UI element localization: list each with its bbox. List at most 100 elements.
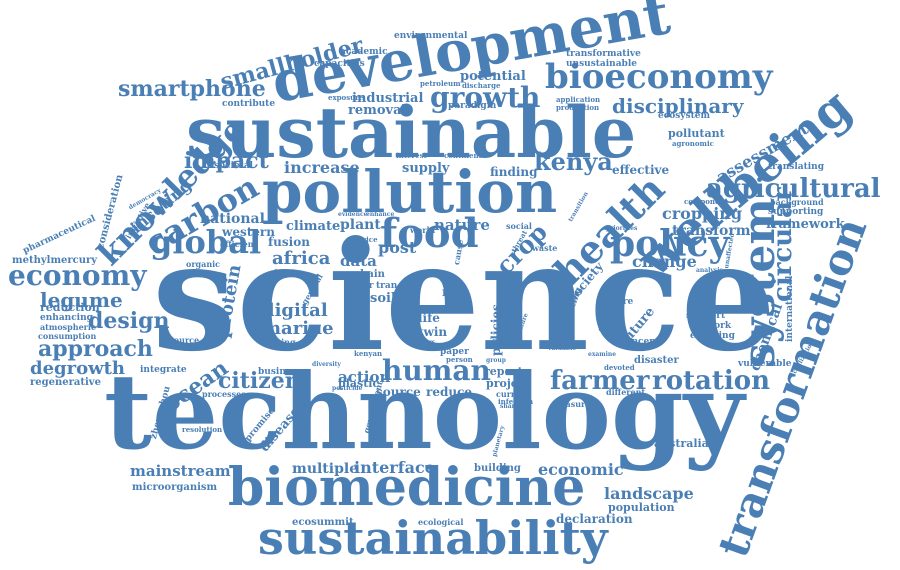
word-economic: economic (538, 462, 624, 478)
word-contribute: contribute (222, 100, 275, 109)
word-approach: approach (38, 338, 153, 360)
word-finding: finding (490, 166, 538, 178)
word-microorganism: microorganism (132, 483, 217, 493)
word-framework: framework (766, 218, 845, 231)
word-africa: africa (272, 250, 330, 268)
word-cropping: cropping (662, 206, 742, 222)
word-concept: concept (620, 338, 660, 347)
word-enhance: enhance (366, 212, 394, 218)
word-ecological: ecological (418, 518, 463, 526)
word-climate: climate (286, 220, 340, 233)
word-declaration: declaration (556, 513, 633, 525)
word-different: different (606, 388, 645, 396)
word-change: change (632, 254, 697, 270)
word-degrowth: degrowth (30, 360, 125, 378)
word-reduce: reduce (426, 386, 472, 398)
word-waste: waste (532, 244, 557, 252)
word-mainstream: mainstream (130, 464, 231, 479)
word-diversity: diversity (312, 362, 341, 368)
word-multiple: multiple (292, 462, 358, 476)
word-post: post (378, 240, 416, 256)
word-person: person (446, 356, 473, 363)
word-chain: chain (354, 270, 385, 280)
word-analysis: analysis (696, 268, 723, 274)
word-supporting: supporting (768, 208, 823, 217)
word-regenerative: regenerative (30, 378, 101, 388)
word-existing: existing (260, 338, 296, 346)
word-examine: examine (588, 352, 616, 358)
word-continent: continent (444, 152, 482, 159)
word-agronomic: agronomic (672, 140, 714, 147)
word-kenya: kenya (534, 150, 613, 174)
word-resource: resource (160, 336, 199, 344)
word-measure: measure (552, 400, 590, 408)
word-priorities: priorities (606, 226, 637, 232)
word-unsustainable: unsustainable (566, 60, 637, 69)
word-share: share (500, 404, 519, 410)
word-transformative: transformative (566, 50, 641, 59)
word-marine: marine (262, 320, 334, 338)
word-increase: increase (284, 160, 360, 176)
word-life: life (418, 312, 440, 324)
word-removal: removal (348, 104, 406, 117)
word-kenyan: kenyan (354, 350, 382, 357)
word-processes: processes (202, 390, 246, 398)
word-ecosummit: ecosummit (292, 518, 354, 528)
word-runoff: runoff (410, 340, 434, 347)
word-data: data (340, 254, 377, 269)
word-national: national (200, 212, 265, 226)
word-fusion: fusion (268, 236, 310, 248)
word-soil: soil (370, 292, 396, 305)
word-academic: academic (340, 48, 388, 57)
word-component: component (684, 198, 728, 205)
word-methylmercury: methylmercury (12, 256, 97, 266)
word-production: production (556, 104, 599, 111)
word-exposure: exposure (328, 94, 363, 101)
word-service: service (350, 236, 378, 243)
word-twin: twin (418, 326, 447, 338)
word-design: design (88, 310, 170, 332)
word-effective: effective (612, 164, 669, 176)
word-tran: tran (376, 282, 397, 291)
word-ensuring: ensuring (690, 332, 735, 341)
word-interest: interest (396, 152, 427, 159)
word-efficient: efficient (220, 240, 257, 248)
word-valuable: valuable (548, 346, 576, 352)
word-paradigm: paradigm (448, 102, 496, 111)
word-pollutant: pollutant (668, 128, 725, 139)
word-resolution: resolution (182, 426, 222, 433)
word-report: report (484, 366, 523, 377)
word-support: support (686, 312, 725, 321)
word-world: world (410, 226, 435, 234)
word-environmental: environmental (394, 32, 467, 41)
word-discharge: discharge (462, 82, 500, 89)
word-human: human (382, 357, 491, 385)
word-disaster: disaster (634, 356, 679, 366)
word-population: population (608, 502, 675, 513)
word-transform: transform (672, 224, 751, 238)
word-capacities: capacities (314, 60, 365, 69)
word-evidence: evidence (338, 212, 367, 218)
word-consumption: consumption (38, 332, 96, 340)
word-reduction: reduction (40, 302, 100, 313)
word-rotation: rotation (652, 368, 770, 394)
word-nature: nature (434, 218, 490, 233)
word-policies: policies (490, 304, 502, 356)
word-integrate: integrate (140, 366, 187, 375)
word-group: group (486, 358, 506, 364)
word-interface: interface (354, 460, 435, 476)
word-application: application (556, 96, 600, 103)
word-australia: australia (654, 438, 709, 449)
word-pharmaceutical: pharmaceutical (22, 215, 97, 256)
word-economy: economy (8, 262, 146, 290)
word-organic: organic (186, 260, 220, 268)
word-vulnerable: vulnerable (738, 360, 791, 369)
word-social: social (506, 222, 532, 230)
word-business: business (258, 368, 302, 377)
word-societal: societal (214, 162, 253, 171)
word-building: building (474, 464, 521, 474)
word-devoted: devoted (604, 364, 635, 371)
word-network: network (690, 322, 731, 331)
word-project: project (486, 378, 530, 389)
